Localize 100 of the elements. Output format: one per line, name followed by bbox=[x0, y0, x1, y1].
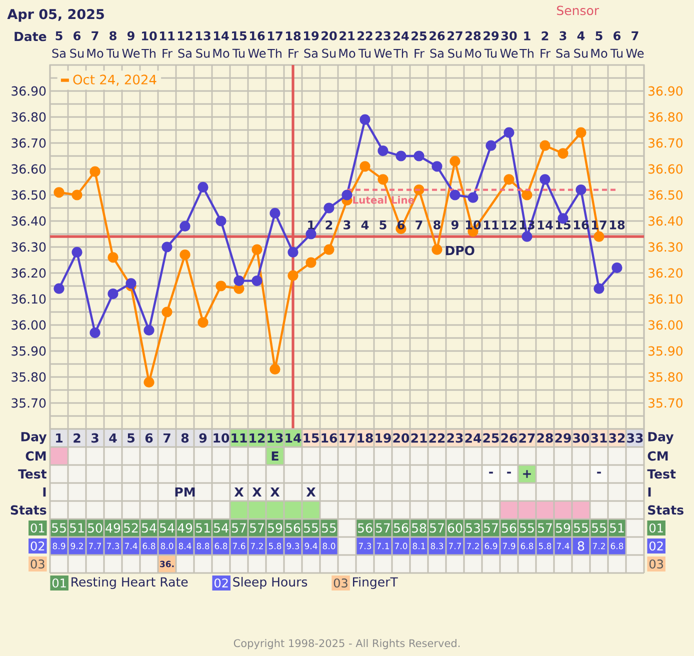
text: 6.8 bbox=[214, 542, 228, 550]
chart-subtitle: Sensor bbox=[557, 6, 600, 16]
point bbox=[612, 262, 622, 274]
text: 7.9 bbox=[502, 542, 516, 550]
text: 56 bbox=[502, 523, 516, 533]
point bbox=[288, 270, 298, 281]
point bbox=[540, 174, 550, 185]
y-tick-label: 36.30 bbox=[12, 242, 46, 252]
text: Sleep Hours bbox=[233, 576, 308, 590]
point bbox=[72, 246, 82, 258]
x-tick-label: 1 Th bbox=[520, 32, 534, 58]
x-tick-label: 9 We bbox=[122, 31, 140, 58]
annotation: 2 bbox=[326, 220, 332, 230]
text: 29 bbox=[555, 433, 571, 443]
x-tick-label: 15 Tu bbox=[232, 31, 247, 58]
point bbox=[162, 242, 172, 252]
point bbox=[504, 174, 514, 185]
point bbox=[54, 187, 64, 198]
point bbox=[288, 246, 298, 258]
text: 10 bbox=[214, 433, 230, 443]
x-tick-label: 8 Tu bbox=[106, 31, 118, 58]
text: 8.0 bbox=[160, 542, 174, 550]
point bbox=[450, 156, 460, 166]
ref-line-label: DPO bbox=[446, 246, 474, 256]
x-tick-label: 28 Mo bbox=[465, 31, 482, 58]
y-tick-label: 36.90 bbox=[12, 86, 46, 96]
point bbox=[234, 275, 244, 286]
y-tick-label: 35.70 bbox=[12, 398, 46, 408]
y-tick-label: 36.10 bbox=[12, 294, 46, 304]
text: 54 bbox=[160, 523, 174, 533]
text: 7.3 bbox=[358, 542, 372, 550]
x-tick-label: 5 Sa bbox=[52, 31, 66, 58]
text: 55 bbox=[52, 523, 66, 533]
text: 8.4 bbox=[178, 542, 192, 550]
point bbox=[504, 127, 514, 138]
text: 32 bbox=[609, 433, 625, 443]
point bbox=[306, 228, 316, 240]
point bbox=[180, 220, 190, 232]
x-tick-label: 12 Sa bbox=[178, 31, 192, 58]
text: 51 bbox=[610, 523, 624, 533]
text: 59 bbox=[268, 523, 282, 533]
x-tick-label: 21 Mo bbox=[339, 31, 356, 58]
point bbox=[360, 114, 370, 125]
text: - bbox=[507, 472, 511, 474]
point bbox=[450, 190, 460, 200]
annotation: 9 bbox=[451, 220, 458, 230]
y-tick-label: 36.70 bbox=[12, 138, 46, 148]
x-tick-label: 18 Fr bbox=[286, 31, 301, 58]
x-tick-label: 29 Tu bbox=[484, 31, 499, 58]
annotation: 11 bbox=[484, 220, 499, 230]
point bbox=[144, 324, 154, 336]
x-tick-label: 7 Mo bbox=[87, 31, 104, 58]
annotation: 7 bbox=[416, 220, 422, 230]
text: 57 bbox=[484, 523, 498, 533]
text: 56 bbox=[286, 523, 300, 533]
text: 21 bbox=[411, 433, 427, 443]
point bbox=[198, 317, 208, 328]
annotation: 4 bbox=[361, 220, 369, 230]
x-tick-label: 16 We bbox=[248, 31, 266, 58]
text: 56 bbox=[394, 523, 408, 533]
text: 1 bbox=[56, 433, 62, 443]
text: 53 bbox=[466, 523, 480, 533]
text: 5.8 bbox=[268, 542, 282, 550]
point bbox=[270, 208, 280, 218]
point bbox=[414, 150, 424, 162]
text: + bbox=[523, 470, 531, 478]
text: 57 bbox=[250, 523, 264, 533]
annotation: 8 bbox=[434, 220, 440, 230]
text: 6.9 bbox=[484, 542, 498, 550]
text: Copyright 1998-2025 - All Rights Reserved. bbox=[234, 639, 460, 650]
y-tick-label: CM bbox=[648, 451, 668, 461]
point bbox=[522, 231, 532, 242]
text: 7.0 bbox=[394, 542, 408, 550]
text: 7.4 bbox=[124, 542, 138, 550]
text: 7.2 bbox=[466, 542, 479, 550]
text: 5 bbox=[128, 433, 134, 443]
text: X bbox=[234, 487, 244, 497]
text: 6.8 bbox=[520, 542, 534, 550]
text: 57 bbox=[376, 523, 390, 533]
point bbox=[360, 161, 370, 172]
point bbox=[306, 257, 316, 268]
chart-title: Apr 05, 2025 bbox=[7, 8, 104, 22]
y-tick-label: Stats bbox=[648, 505, 684, 515]
text: 20 bbox=[393, 433, 410, 443]
annotation: 6 bbox=[398, 220, 405, 230]
annotation: 18 bbox=[610, 220, 625, 230]
x-tick-label: 25 Fr bbox=[412, 31, 427, 58]
text: 7.1 bbox=[376, 542, 389, 550]
category-label: 01 bbox=[52, 578, 66, 588]
x-tick-label: 20 Su bbox=[322, 31, 337, 58]
point bbox=[432, 161, 442, 172]
y-tick-label: 36.20 bbox=[12, 268, 46, 278]
text: 3 bbox=[91, 433, 98, 443]
text: 54 bbox=[142, 523, 156, 533]
text: 6.8 bbox=[610, 542, 624, 550]
point bbox=[522, 190, 532, 200]
y-tick-label: 36.40 bbox=[12, 216, 46, 226]
point bbox=[270, 364, 280, 374]
text: FingerT bbox=[353, 576, 398, 590]
text: 15 bbox=[304, 433, 319, 443]
